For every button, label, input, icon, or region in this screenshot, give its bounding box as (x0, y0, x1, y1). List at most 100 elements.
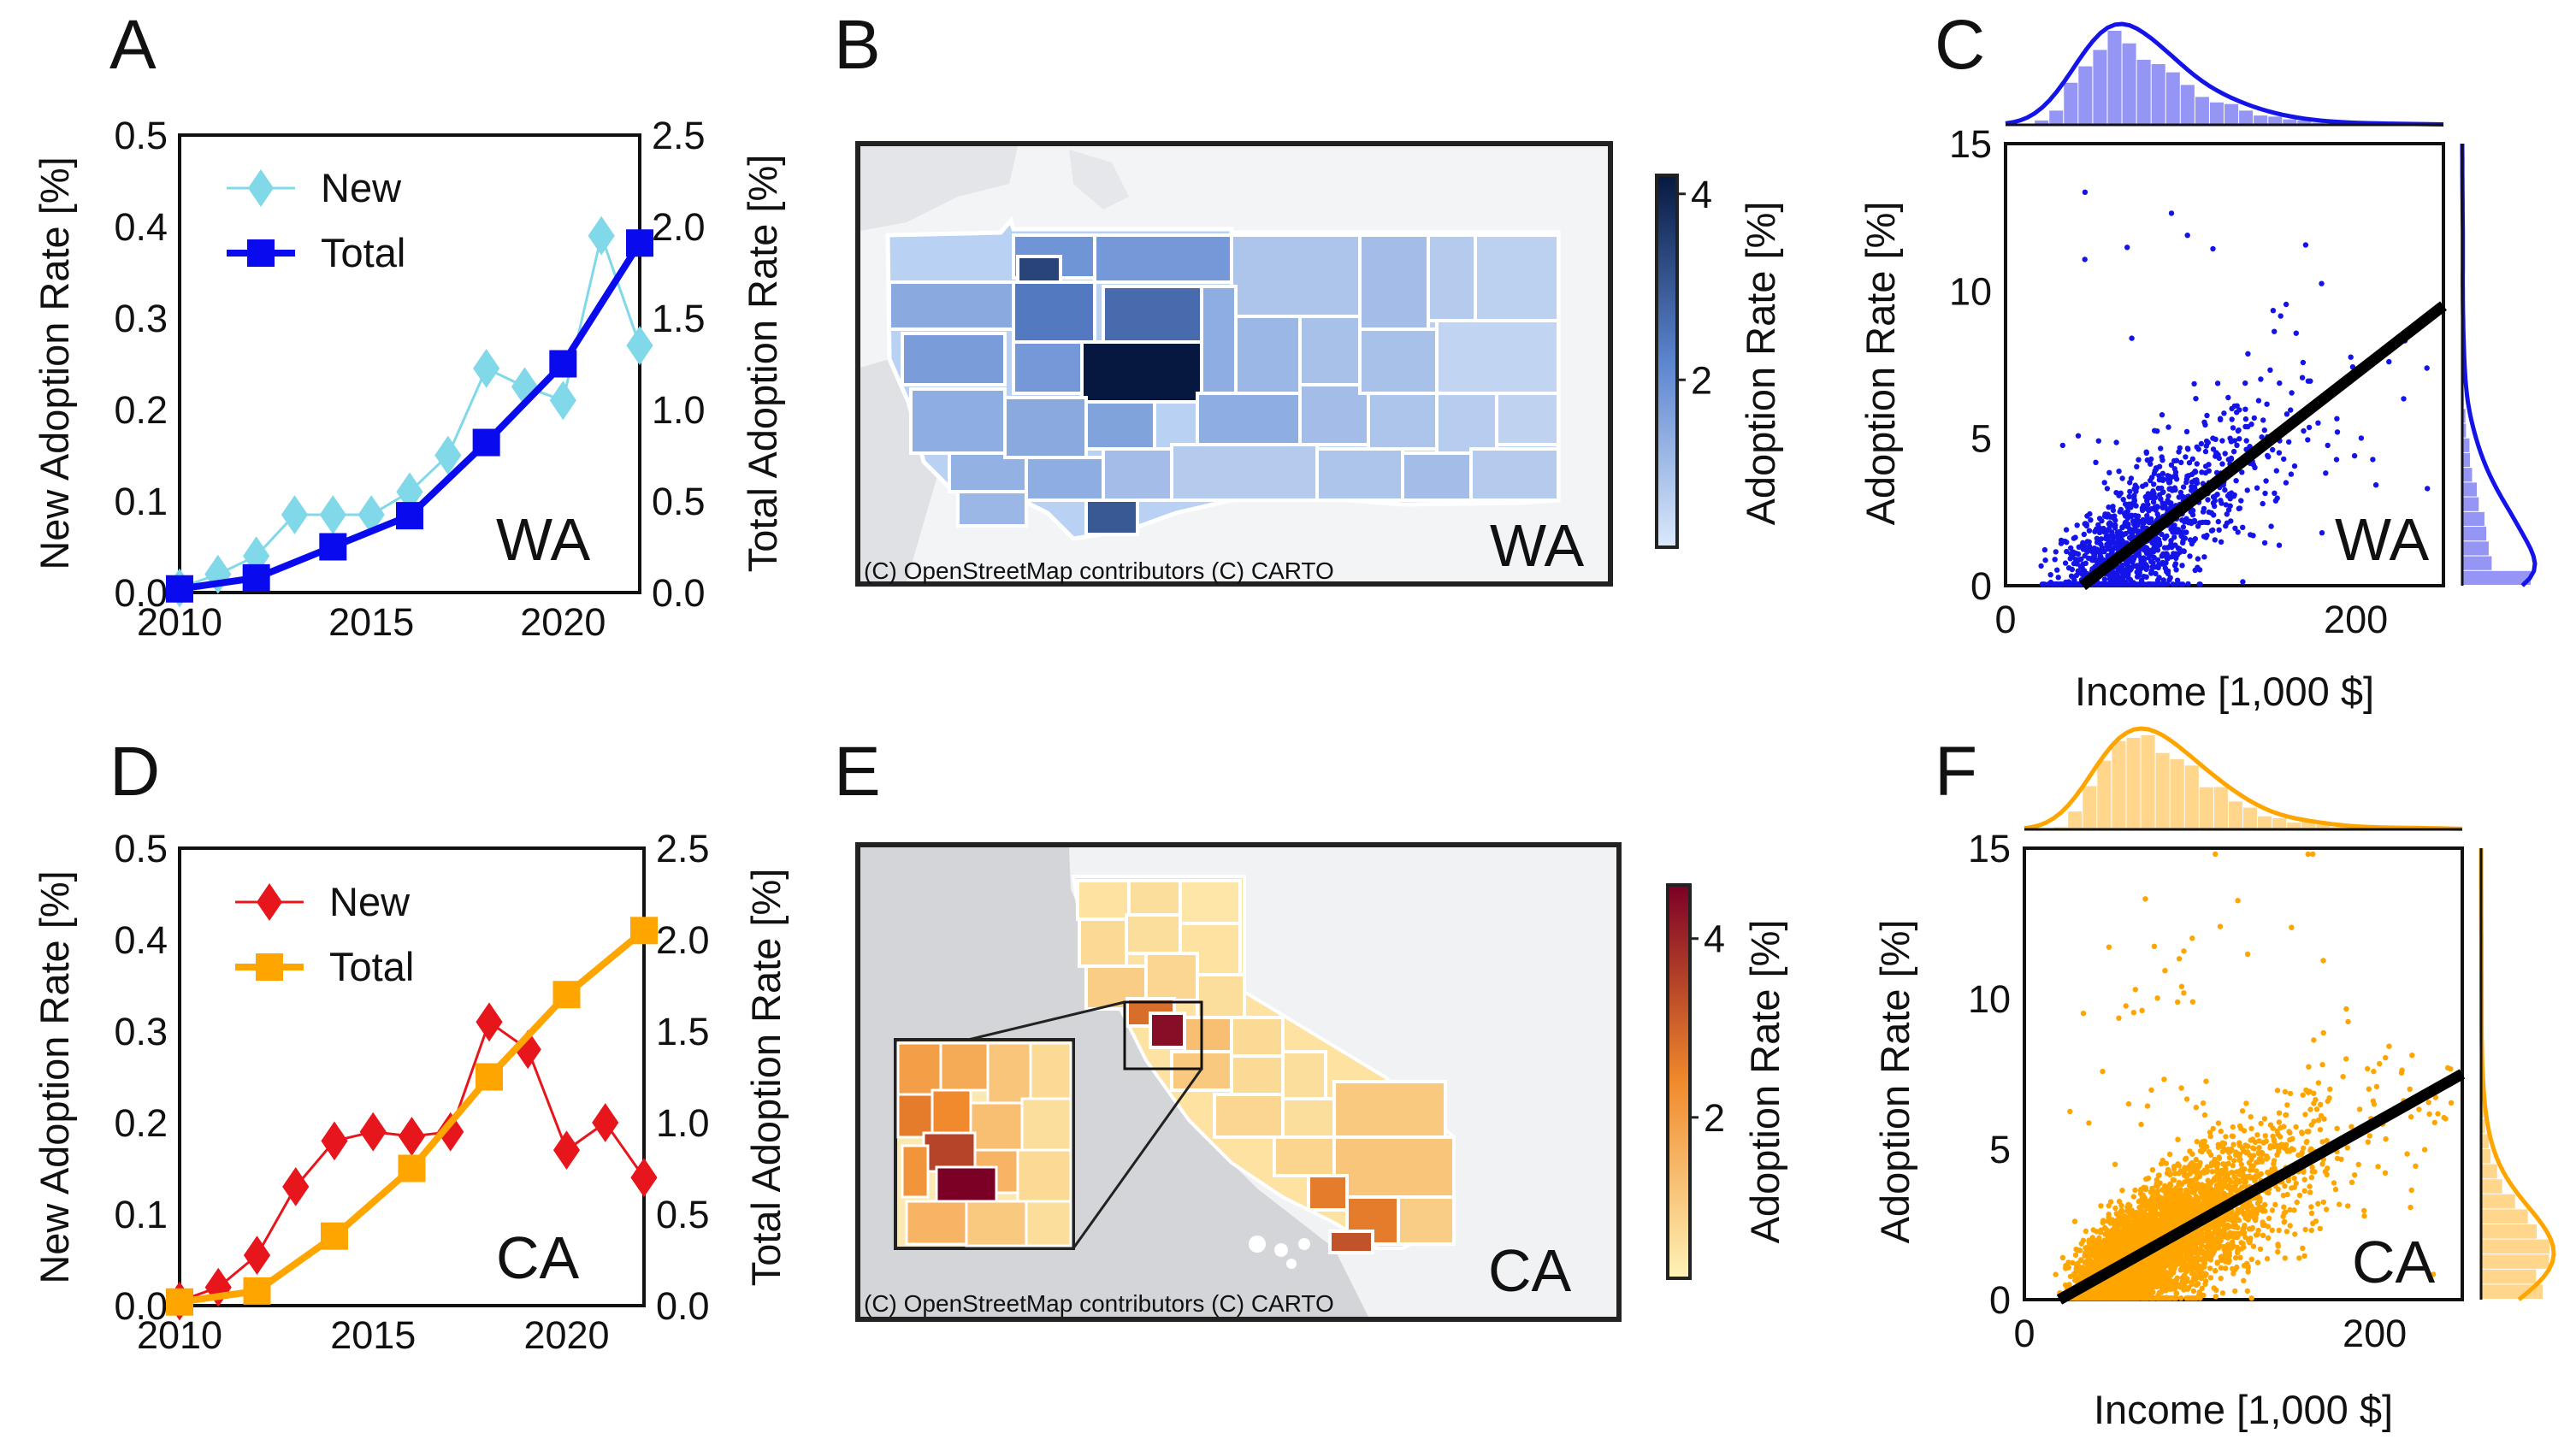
scatter-point (2282, 1088, 2289, 1095)
scatter-point (2125, 570, 2131, 576)
scatter-point (2161, 545, 2168, 551)
scatter-point (2234, 1264, 2240, 1271)
new-point-marker (243, 1236, 271, 1276)
scatter-point (2239, 469, 2245, 475)
scatter-point (2258, 1120, 2264, 1127)
scatter-point (2123, 1003, 2129, 1009)
scatter-point (2189, 471, 2195, 477)
scatter-point (2222, 451, 2228, 457)
new-point-marker (437, 1112, 464, 1152)
ca-county (1281, 1097, 1336, 1139)
scatter-point (2124, 523, 2131, 530)
scatter-point (2149, 563, 2156, 569)
scatter-point (2178, 983, 2185, 990)
scatter-point (2283, 480, 2289, 486)
scatter-point (2271, 1160, 2277, 1167)
scatter-point (2248, 532, 2254, 538)
right-hist-bar (2462, 468, 2473, 482)
scatter-point (2213, 450, 2219, 456)
scatter-point (2045, 581, 2052, 587)
scatter-point (2291, 1184, 2297, 1190)
top-hist-bar (2107, 31, 2122, 125)
scatter-point (2159, 485, 2165, 492)
inset-county (896, 1093, 934, 1139)
scatter-point (2325, 442, 2331, 449)
scatter-point (2268, 523, 2274, 529)
inset-county (1016, 1148, 1072, 1203)
scatter-point (2256, 1144, 2262, 1151)
scatter-point (2349, 1124, 2354, 1129)
scatter-point (2106, 526, 2112, 532)
scatter-point (2171, 1165, 2177, 1172)
scatter-point (2165, 476, 2171, 482)
right-hist-bar (2462, 570, 2531, 585)
scatter-point (2244, 951, 2251, 958)
wa-county (1093, 233, 1233, 284)
scatter-point (2068, 551, 2074, 557)
top-hist-bar (2209, 102, 2224, 125)
legend-label-new: New (329, 879, 411, 924)
scatter-point (2260, 1232, 2266, 1239)
scatter-point (2211, 512, 2217, 518)
left-tick-label: 0.4 (114, 205, 168, 249)
panel-b-map: B (C) OpenStreetMap contributors (C) CAR… (834, 6, 1783, 587)
scatter-point (2082, 552, 2088, 559)
scatter-point (2236, 1140, 2242, 1146)
scatter-point (2165, 424, 2171, 430)
y-tick-label: 0 (1970, 564, 1992, 608)
scatter-point (2117, 509, 2123, 515)
scatter-point (2398, 1070, 2405, 1076)
scatter-point (2282, 1255, 2288, 1261)
right-tick-label: 2.0 (652, 205, 706, 249)
scatter-point (2221, 410, 2227, 416)
scatter-point (2407, 1086, 2413, 1093)
scatter-point (2185, 446, 2191, 452)
scatter-point (2149, 1167, 2156, 1173)
scatter-point (2303, 1087, 2309, 1094)
scatter-point (2239, 1108, 2246, 1114)
wa-county (1427, 233, 1477, 322)
scatter-point (2203, 534, 2209, 540)
new-point-marker (592, 1103, 619, 1142)
scatter-point (2305, 378, 2312, 384)
scatter-point (2261, 1116, 2268, 1122)
scatter-point (2235, 898, 2241, 904)
right-hist-bar (2462, 527, 2487, 541)
wa-county (1435, 319, 1560, 395)
scatter-point (2206, 462, 2212, 468)
ca-county (1273, 1135, 1336, 1177)
scatter-point (2260, 500, 2266, 507)
scatter-point (2148, 477, 2154, 484)
top-hist-bar (2254, 115, 2268, 125)
scatter-point (2292, 1231, 2298, 1237)
map-credit-b: (C) OpenStreetMap contributors (C) CARTO (864, 557, 1334, 584)
scatter-point (2127, 480, 2133, 486)
right-axis-label-a: Total Adoption Rate [%] (740, 155, 785, 573)
scatter-point (2218, 498, 2224, 504)
scatter-point (2039, 581, 2046, 587)
scatter-point (2116, 492, 2122, 498)
scatter-point (2258, 1171, 2264, 1177)
scatter-point (2235, 1249, 2241, 1256)
right-hist-bar (2462, 541, 2489, 556)
scatter-point (2236, 407, 2242, 413)
new-point-marker (473, 348, 500, 388)
scatter-point (2230, 1141, 2236, 1147)
scatter-point (2243, 438, 2249, 444)
scatter-point (2241, 1225, 2247, 1231)
plot-frame-d (178, 846, 646, 1307)
right-hist-bar (2462, 423, 2467, 438)
scatter-point (2104, 514, 2111, 520)
scatter-point (2224, 492, 2231, 499)
scatter-point (2180, 540, 2186, 546)
y-axis-label-c: Adoption Rate [%] (1858, 202, 1903, 526)
scatter-point (2276, 542, 2283, 548)
panel-letter-c: C (1935, 6, 1985, 84)
scatter-point (2080, 1011, 2087, 1017)
top-hist-bar (2078, 66, 2093, 125)
scatter-point (2207, 1265, 2213, 1271)
scatter-point (2230, 1265, 2236, 1272)
scatter-point (2054, 567, 2060, 573)
scatter-point (2126, 493, 2132, 499)
scatter-point (2358, 435, 2365, 441)
